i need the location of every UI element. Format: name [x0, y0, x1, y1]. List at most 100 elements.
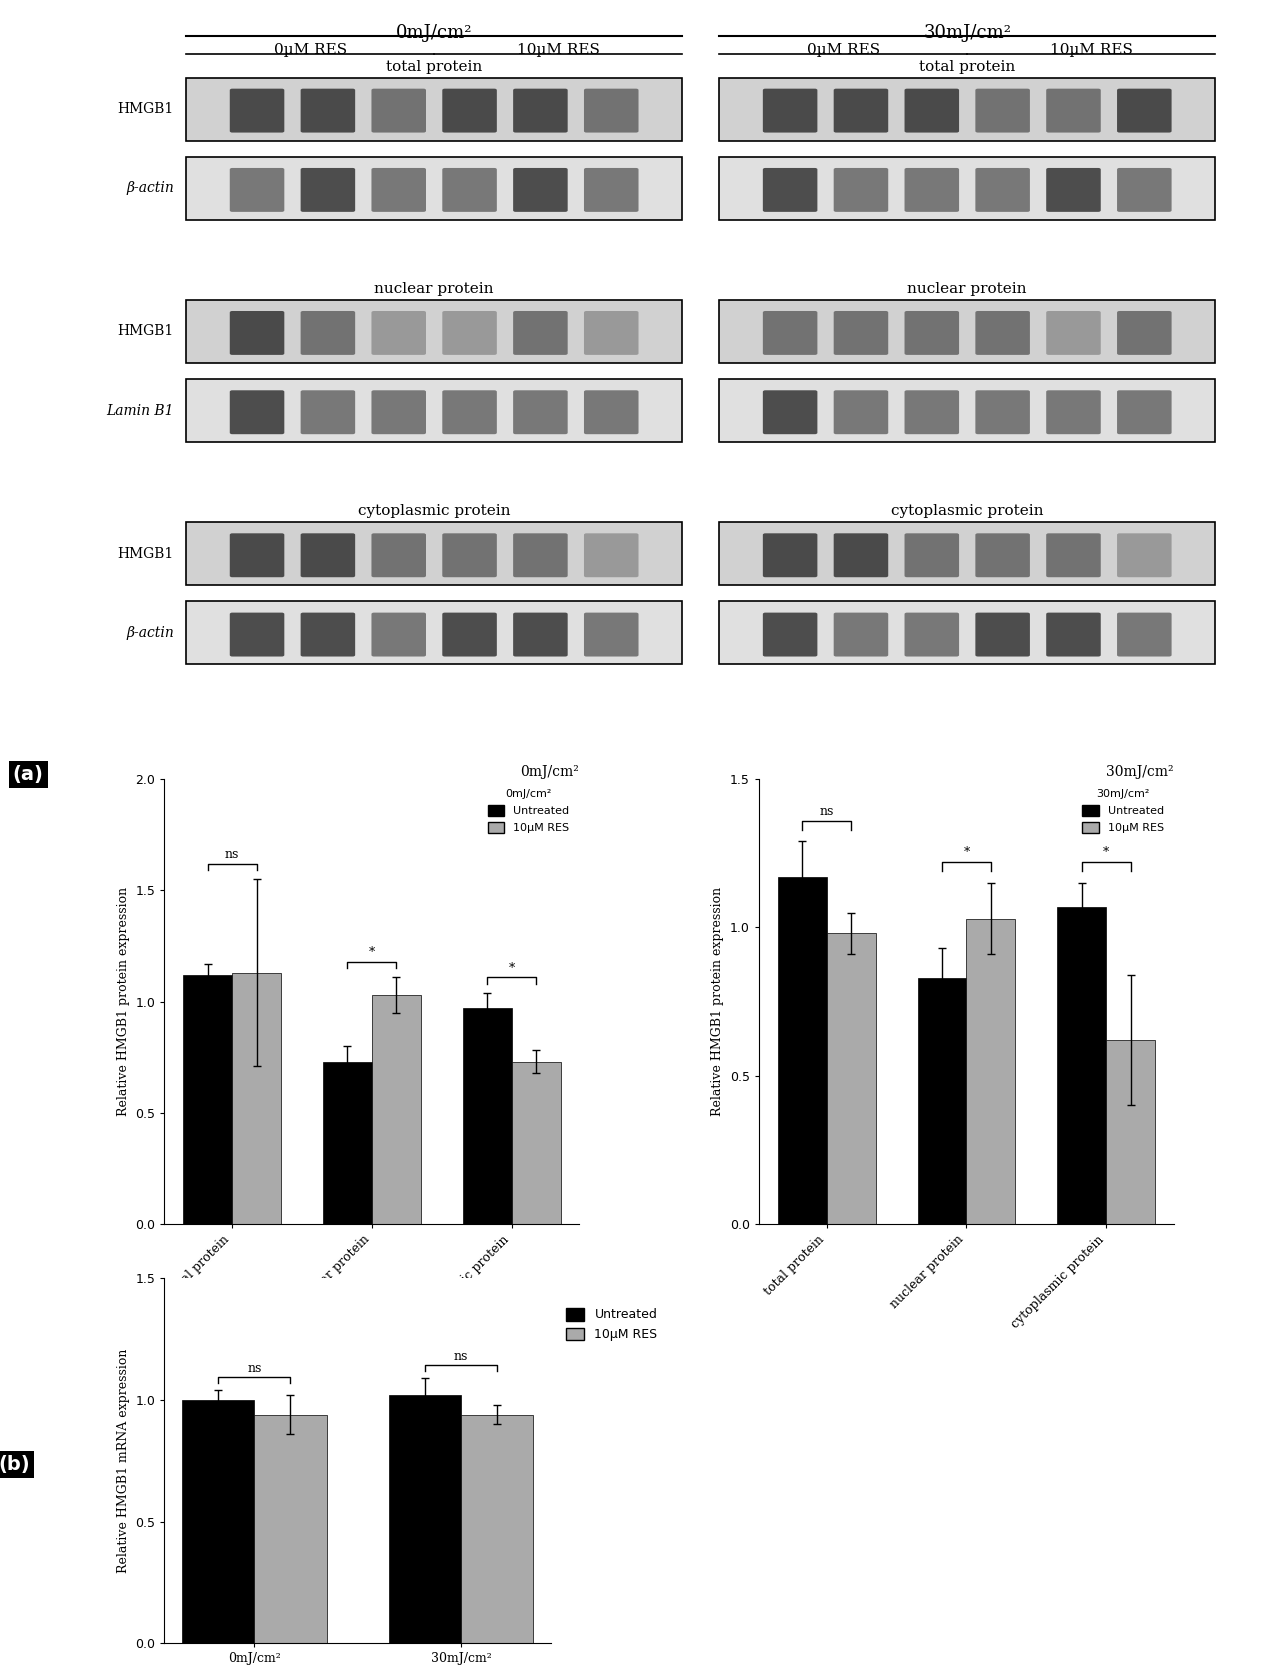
Text: HMGB1: HMGB1 — [118, 324, 173, 339]
Text: β-actin: β-actin — [126, 181, 173, 195]
Bar — [720, 522, 1216, 585]
FancyBboxPatch shape — [584, 89, 639, 132]
FancyBboxPatch shape — [1046, 391, 1101, 434]
FancyBboxPatch shape — [514, 310, 568, 356]
Text: ns: ns — [225, 849, 239, 862]
Bar — [827, 934, 875, 1224]
Bar — [1058, 907, 1106, 1224]
FancyBboxPatch shape — [834, 89, 888, 132]
Bar — [182, 1400, 254, 1643]
FancyBboxPatch shape — [904, 89, 959, 132]
Bar — [254, 1415, 326, 1643]
Text: 0mJ/cm²: 0mJ/cm² — [520, 765, 579, 780]
Text: (a): (a) — [13, 765, 43, 785]
FancyBboxPatch shape — [1117, 533, 1171, 577]
Legend: Untreated, 10μM RES: Untreated, 10μM RES — [483, 785, 574, 837]
FancyBboxPatch shape — [763, 310, 817, 356]
Bar — [917, 978, 966, 1224]
Bar — [720, 77, 1216, 141]
Bar — [372, 994, 421, 1224]
FancyBboxPatch shape — [975, 533, 1030, 577]
Bar — [388, 1395, 460, 1643]
FancyBboxPatch shape — [763, 89, 817, 132]
FancyBboxPatch shape — [443, 533, 497, 577]
Text: total protein: total protein — [386, 60, 482, 74]
Text: *: * — [509, 963, 515, 974]
Bar — [186, 158, 682, 220]
Text: 0µM RES: 0µM RES — [807, 42, 880, 57]
FancyBboxPatch shape — [443, 89, 497, 132]
FancyBboxPatch shape — [975, 612, 1030, 656]
FancyBboxPatch shape — [514, 612, 568, 656]
Y-axis label: Relative HMGB1 protein expression: Relative HMGB1 protein expression — [711, 887, 725, 1117]
Bar — [720, 379, 1216, 443]
Text: 30mJ/cm²: 30mJ/cm² — [923, 23, 1011, 42]
Bar — [186, 300, 682, 362]
FancyBboxPatch shape — [904, 310, 959, 356]
FancyBboxPatch shape — [904, 612, 959, 656]
Bar — [186, 522, 682, 585]
FancyBboxPatch shape — [372, 391, 426, 434]
FancyBboxPatch shape — [372, 168, 426, 211]
Text: 0µM RES: 0µM RES — [273, 42, 347, 57]
Text: ns: ns — [247, 1362, 262, 1375]
Text: ns: ns — [454, 1350, 468, 1363]
Text: 0mJ/cm²: 0mJ/cm² — [396, 23, 472, 42]
FancyBboxPatch shape — [1046, 533, 1101, 577]
Bar — [186, 77, 682, 141]
Text: 10µM RES: 10µM RES — [1050, 42, 1132, 57]
Text: *: * — [369, 946, 374, 959]
FancyBboxPatch shape — [584, 533, 639, 577]
FancyBboxPatch shape — [584, 391, 639, 434]
FancyBboxPatch shape — [1046, 310, 1101, 356]
Text: HMGB1: HMGB1 — [118, 547, 173, 560]
FancyBboxPatch shape — [834, 612, 888, 656]
Text: cytoplasmic protein: cytoplasmic protein — [358, 505, 510, 518]
Bar — [511, 1062, 560, 1224]
FancyBboxPatch shape — [975, 89, 1030, 132]
FancyBboxPatch shape — [372, 89, 426, 132]
FancyBboxPatch shape — [834, 391, 888, 434]
Y-axis label: Relative HMGB1 protein expression: Relative HMGB1 protein expression — [116, 887, 130, 1117]
Text: β-actin: β-actin — [126, 626, 173, 641]
Legend: Untreated, 10μM RES: Untreated, 10μM RES — [560, 1303, 663, 1347]
FancyBboxPatch shape — [1046, 89, 1101, 132]
FancyBboxPatch shape — [1046, 168, 1101, 211]
FancyBboxPatch shape — [372, 533, 426, 577]
FancyBboxPatch shape — [763, 168, 817, 211]
FancyBboxPatch shape — [443, 391, 497, 434]
FancyBboxPatch shape — [372, 612, 426, 656]
FancyBboxPatch shape — [904, 391, 959, 434]
Text: nuclear protein: nuclear protein — [907, 282, 1027, 297]
FancyBboxPatch shape — [301, 310, 355, 356]
Text: 10µM RES: 10µM RES — [516, 42, 600, 57]
Text: nuclear protein: nuclear protein — [374, 282, 493, 297]
Text: HMGB1: HMGB1 — [118, 102, 173, 116]
FancyBboxPatch shape — [443, 612, 497, 656]
FancyBboxPatch shape — [514, 391, 568, 434]
FancyBboxPatch shape — [514, 89, 568, 132]
Bar — [720, 300, 1216, 362]
FancyBboxPatch shape — [584, 168, 639, 211]
FancyBboxPatch shape — [763, 533, 817, 577]
FancyBboxPatch shape — [904, 533, 959, 577]
Text: (b): (b) — [0, 1456, 30, 1474]
FancyBboxPatch shape — [230, 391, 285, 434]
FancyBboxPatch shape — [301, 612, 355, 656]
FancyBboxPatch shape — [230, 168, 285, 211]
FancyBboxPatch shape — [372, 310, 426, 356]
FancyBboxPatch shape — [514, 168, 568, 211]
FancyBboxPatch shape — [230, 310, 285, 356]
FancyBboxPatch shape — [443, 168, 497, 211]
Text: cytoplasmic protein: cytoplasmic protein — [891, 505, 1044, 518]
Bar — [233, 973, 281, 1224]
Text: Lamin B1: Lamin B1 — [106, 404, 173, 418]
Text: *: * — [964, 847, 969, 859]
Legend: Untreated, 10μM RES: Untreated, 10μM RES — [1078, 785, 1169, 837]
Bar — [323, 1062, 372, 1224]
FancyBboxPatch shape — [904, 168, 959, 211]
Text: total protein: total protein — [920, 60, 1016, 74]
Bar — [463, 1008, 511, 1224]
FancyBboxPatch shape — [763, 391, 817, 434]
FancyBboxPatch shape — [514, 533, 568, 577]
